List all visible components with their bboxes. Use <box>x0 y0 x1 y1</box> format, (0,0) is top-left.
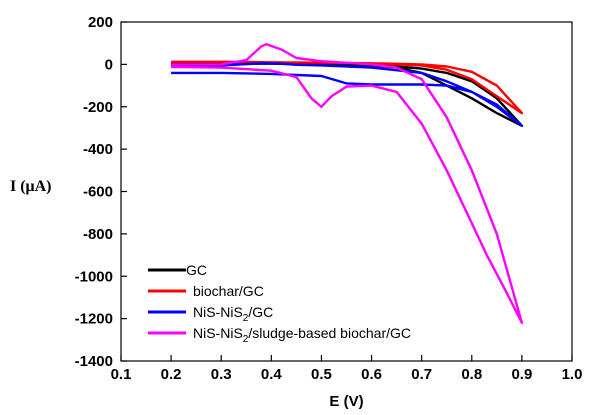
x-tick-label: 0.7 <box>411 366 432 383</box>
legend-label-tail: /GC <box>248 304 273 320</box>
ticks-layer: 0.1 0.2 0.3 0.4 0.5 0.6 0.7 0.8 0.9 1.0 200 0 -200 -4… <box>75 14 583 383</box>
series-layer <box>171 43 524 325</box>
y-tick-label: -800 <box>83 226 113 243</box>
x-tick-label: 1.0 <box>562 366 583 383</box>
y-tick-label: -1000 <box>75 268 113 285</box>
legend-label-main: GC <box>186 262 207 278</box>
y-tick-label: -600 <box>83 184 113 201</box>
y-tick-label: 0 <box>105 56 113 73</box>
x-tick-label: 0.9 <box>511 366 532 383</box>
series-line-1 <box>171 60 524 115</box>
y-tick-label: -200 <box>83 99 113 116</box>
legend-label-0: GC <box>186 262 207 278</box>
x-tick-label: 0.6 <box>361 366 382 383</box>
x-tick-label: 0.5 <box>311 366 332 383</box>
x-tick-label: 0.3 <box>211 366 232 383</box>
x-tick-label: 0.2 <box>161 366 182 383</box>
legend-label-main: NiS-NiS <box>193 325 243 341</box>
y-tick-label: 200 <box>88 14 113 31</box>
legend-label-1: biochar/GC <box>193 283 264 299</box>
y-tick-label: -1200 <box>75 311 113 328</box>
legend-label-main: biochar/GC <box>193 283 264 299</box>
y-tick-label: -400 <box>83 141 113 158</box>
series-line-3 <box>171 43 524 325</box>
x-axis-label: E (V) <box>329 393 363 410</box>
y-axis-label: I (μA) <box>10 178 52 195</box>
x-tick-label: 0.8 <box>461 366 482 383</box>
legend-label-main: NiS-NiS <box>193 304 243 320</box>
x-tick-label: 0.1 <box>111 366 132 383</box>
legend-label-subscript: 2 <box>243 313 249 324</box>
legend-label-tail: /sludge-based biochar/GC <box>248 325 411 341</box>
y-tick-label: -1400 <box>75 353 113 370</box>
series-line-2 <box>171 62 524 127</box>
legend: GCbiochar/GCNiS-NiS2/GCNiS-NiS2/sludge-b… <box>148 262 411 345</box>
legend-label-3: NiS-NiS2/sludge-based biochar/GC <box>193 325 411 345</box>
legend-label-2: NiS-NiS2/GC <box>193 304 273 324</box>
legend-label-subscript: 2 <box>243 334 249 345</box>
x-tick-label: 0.4 <box>261 366 283 383</box>
